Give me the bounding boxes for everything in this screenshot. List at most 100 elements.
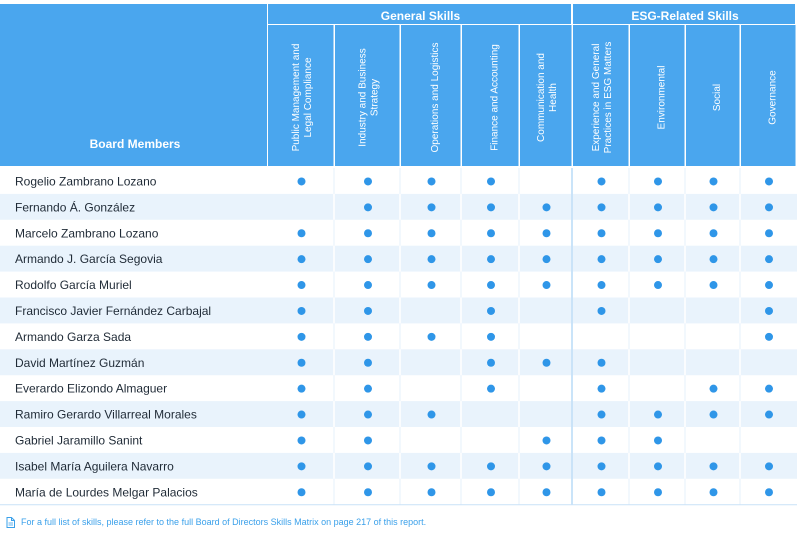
skill-dot (709, 488, 718, 497)
skill-dot (364, 488, 372, 497)
skill-dot (487, 462, 495, 471)
skill-dot (427, 332, 436, 341)
table-row: Francisco Javier Fernández Carbajal (0, 297, 797, 324)
member-name: Marcelo Zambrano Lozano (15, 226, 159, 240)
skill-dot (364, 255, 372, 264)
skill-dot (487, 255, 495, 264)
group-label: General Skills (381, 9, 461, 23)
skill-dot (597, 384, 606, 393)
skill-dot (364, 177, 372, 186)
skill-dot (297, 306, 306, 315)
skills-matrix-svg: General Skills ESG-Related Skills Public M… (0, 4, 797, 506)
skill-dot (427, 255, 436, 264)
column-label: Industry and BusinessStrategy (358, 48, 381, 146)
skill-dot (765, 462, 773, 471)
skill-dot (364, 281, 372, 290)
table-row: Armando Garza Sada (15, 323, 773, 350)
table-row: Rodolfo García Muriel (15, 271, 773, 298)
member-name: Everardo Elizondo Almaguer (15, 382, 167, 396)
skill-dot (364, 332, 372, 341)
member-name: David Martínez Guzmán (15, 356, 144, 370)
table-row: Gabriel Jaramillo Sanint (15, 427, 741, 453)
row-band (0, 297, 797, 324)
skill-dot (297, 384, 306, 393)
skill-dot (297, 281, 306, 290)
member-name: Armando Garza Sada (15, 330, 131, 344)
column-label: Environmental (657, 66, 668, 130)
skill-dot (487, 229, 495, 238)
skill-dot (654, 462, 662, 471)
skill-dot (654, 255, 662, 264)
skill-dot (709, 255, 718, 264)
skill-dot (597, 488, 606, 497)
skill-dot (364, 410, 372, 419)
skill-dot (542, 436, 551, 445)
table-row: María de Lourdes Melgar Palacios (15, 478, 773, 505)
skill-dot (597, 306, 606, 315)
skill-dot (709, 229, 718, 238)
group-header-1 (573, 4, 795, 24)
column-header (741, 25, 796, 166)
table-row: Marcelo Zambrano Lozano (15, 219, 773, 246)
skill-dot (654, 229, 662, 238)
skill-dot (542, 203, 551, 212)
column-label: Public Management andLegal Compliance (291, 44, 314, 152)
row-band (0, 401, 797, 427)
skill-dot (487, 203, 495, 212)
skill-dot (597, 358, 606, 367)
board-members-label: Board Members (90, 137, 181, 151)
skill-dot (364, 306, 372, 315)
member-name: Rogelio Zambrano Lozano (15, 174, 157, 188)
member-name: María de Lourdes Melgar Palacios (15, 485, 198, 499)
column-header (335, 25, 400, 166)
group-label: ESG-Related Skills (631, 9, 739, 23)
skill-dot (427, 462, 436, 471)
column-header (630, 25, 685, 166)
skill-dot (597, 436, 606, 445)
table-row: Armando J. García Segovia (0, 245, 797, 272)
column-label: Experience and GeneralPractices in ESG M… (591, 42, 614, 154)
table-row: Fernando Á. González (0, 193, 797, 220)
skill-dot (709, 177, 718, 186)
skill-dot (427, 281, 436, 290)
skill-dot (364, 436, 372, 445)
footnote-text: For a full list of skills, please refer … (21, 517, 427, 527)
member-name: Ramiro Gerardo Villarreal Morales (15, 408, 197, 422)
skill-dot (709, 281, 718, 290)
skill-dot (364, 203, 372, 212)
skill-dot (364, 229, 372, 238)
skill-dot (765, 332, 773, 341)
skill-dot (765, 255, 773, 264)
column-label: Communication andHealth (536, 53, 559, 142)
table-row: Everardo Elizondo Almaguer (15, 375, 773, 402)
member-name: Gabriel Jaramillo Sanint (15, 433, 143, 447)
skill-dot (487, 384, 495, 393)
skill-dot (597, 281, 606, 290)
member-name: Armando J. García Segovia (15, 252, 163, 266)
skill-dot (487, 332, 495, 341)
row-band (0, 193, 797, 220)
skill-dot (542, 462, 551, 471)
column-header (520, 25, 572, 166)
skill-dot (542, 358, 551, 367)
group-header-0 (268, 4, 571, 24)
column-header (401, 25, 461, 166)
skill-dot (654, 410, 662, 419)
row-band (0, 245, 797, 272)
skill-dot (654, 203, 662, 212)
skill-dot (542, 488, 551, 497)
skill-dot (654, 436, 662, 445)
column-label: Social (712, 84, 723, 111)
table-row: David Martínez Guzmán (0, 349, 797, 376)
skill-dot (542, 281, 551, 290)
column-label: Finance and Accounting (490, 44, 501, 151)
skill-dot (364, 462, 372, 471)
member-name: Francisco Javier Fernández Carbajal (15, 304, 211, 318)
column-label: Governance (768, 70, 779, 125)
skill-dot (427, 229, 436, 238)
skill-dot (597, 255, 606, 264)
skill-dot (765, 488, 773, 497)
skill-dot (487, 358, 495, 367)
skill-dot (709, 203, 718, 212)
